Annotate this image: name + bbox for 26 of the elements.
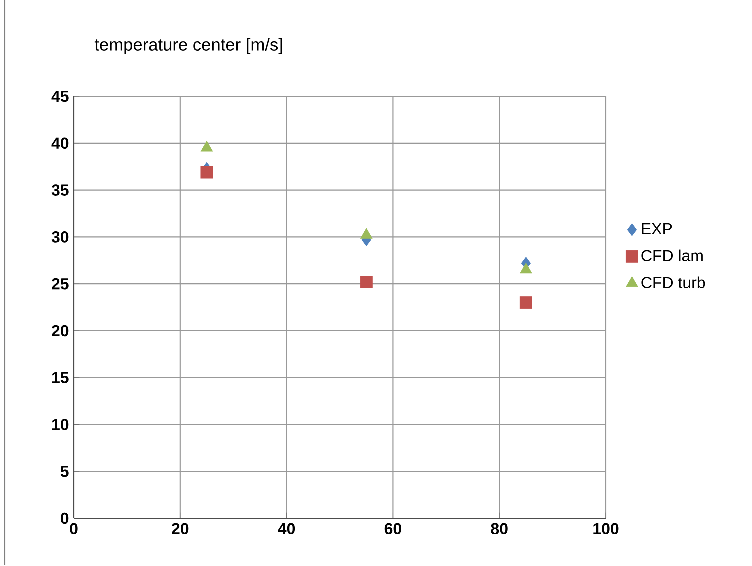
y-tick-label: 15 [52,372,69,384]
point [360,276,373,288]
point [520,296,532,310]
x-tick-label: 40 [278,523,296,535]
point [200,166,214,179]
x-tick-label: 100 [594,523,619,535]
y-tick-label: 10 [52,419,69,430]
y-tick-label: 20 [52,325,69,337]
point [520,263,532,274]
x-tick-label: 0 [70,523,78,535]
y-tick-label: 45 [52,90,69,102]
y-tick-label: 5 [60,466,69,478]
legend-label: CFD turb [642,276,706,288]
point [200,141,214,152]
legend-label: CFD lam [642,250,703,262]
y-tick-label: 35 [52,184,69,196]
legend-label: EXP [642,223,672,234]
y-tick-label: 0 [61,512,69,524]
chart-title: temperature center [m/s] [94,38,282,54]
y-tick-label: 30 [52,231,69,243]
y-tick-label: 25 [52,278,69,290]
point [360,228,373,239]
x-tick-label: 80 [491,523,508,535]
x-tick-label: 20 [172,523,189,535]
y-tick-label: 40 [52,138,69,150]
x-tick-label: 60 [384,523,402,535]
